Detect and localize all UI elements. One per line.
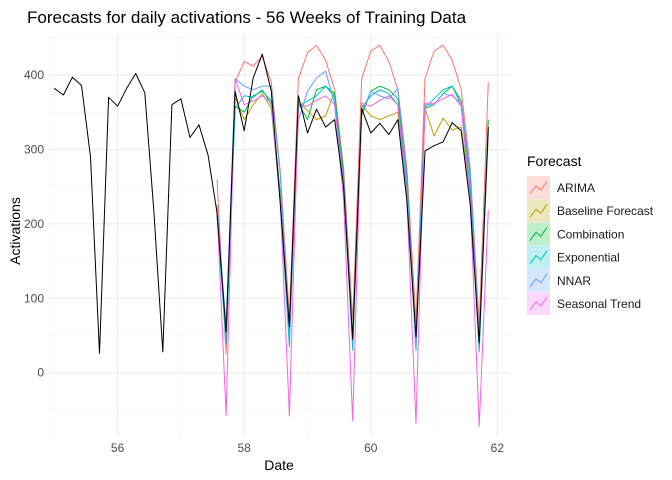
series-line-arima	[216, 44, 489, 355]
x-tick-label: 62	[491, 441, 505, 455]
x-axis-ticks: 56 58 60 62	[111, 441, 504, 455]
legend: Forecast ARIMA Baseline Forecast Combinati…	[527, 153, 654, 315]
legend-key-line	[529, 273, 548, 288]
chart-title: Forecasts for daily activations - 56 Wee…	[27, 8, 467, 27]
legend-key-line	[529, 250, 548, 264]
legend-key-line	[529, 203, 548, 218]
legend-key-line	[529, 180, 548, 195]
x-tick-label: 56	[111, 441, 125, 455]
legend-key-line	[529, 227, 548, 241]
y-tick-label: 200	[24, 217, 44, 231]
legend-label: NNAR	[557, 274, 591, 288]
x-axis-title: Date	[264, 457, 294, 473]
legend-item-seasonal-trend: Seasonal Trend	[527, 292, 641, 315]
legend-label: ARIMA	[557, 181, 595, 195]
legend-label: Baseline Forecast	[557, 204, 654, 218]
series-line-seasonal-trend	[216, 78, 489, 427]
series-line-baseline-forecast	[216, 90, 489, 344]
series-layer	[54, 44, 489, 427]
legend-title: Forecast	[527, 153, 582, 169]
legend-label: Seasonal Trend	[557, 297, 641, 311]
y-tick-label: 300	[24, 142, 44, 156]
legend-key-line	[529, 296, 548, 311]
actual-line	[54, 53, 489, 354]
legend-item-arima: ARIMA	[527, 176, 595, 199]
y-tick-label: 0	[37, 366, 44, 380]
legend-item-baseline-forecast: Baseline Forecast	[527, 199, 654, 223]
x-tick-label: 58	[238, 441, 252, 455]
legend-item-combination: Combination	[527, 222, 624, 246]
x-tick-label: 60	[364, 441, 378, 455]
legend-item-exponential: Exponential	[527, 245, 620, 269]
y-tick-label: 100	[24, 291, 44, 305]
legend-label: Combination	[557, 227, 624, 241]
y-axis-title: Activations	[7, 197, 23, 265]
y-tick-label: 400	[24, 68, 44, 82]
series-line-exponential	[216, 85, 489, 353]
legend-item-nnar: NNAR	[527, 268, 591, 292]
grid	[48, 34, 510, 436]
legend-label: Exponential	[557, 251, 620, 265]
y-axis-ticks: 0 100 200 300 400	[24, 68, 44, 380]
